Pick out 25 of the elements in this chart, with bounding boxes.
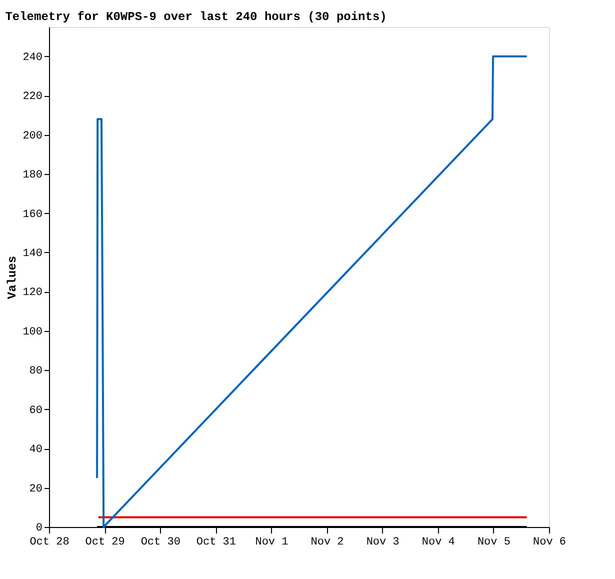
x-tick-label: Nov 5	[477, 536, 510, 548]
y-tick-label: 140	[22, 248, 42, 260]
x-tick-label: Oct 31	[196, 536, 236, 548]
y-tick-label: 220	[22, 91, 42, 104]
x-tick-label: Oct 30	[140, 536, 180, 548]
y-tick-label: 0	[36, 522, 42, 534]
x-tick-label: Nov 1	[255, 536, 289, 548]
y-tick-label: 200	[22, 130, 42, 142]
x-tick-label: Nov 3	[366, 536, 400, 548]
y-axis-title: Values	[6, 256, 20, 300]
y-tick-label: 160	[22, 208, 42, 221]
x-tick-label: Nov 2	[310, 536, 344, 548]
x-tick-label: Nov 6	[532, 536, 566, 548]
x-tick-label: Oct 28	[30, 536, 70, 548]
y-tick-label: 100	[22, 326, 42, 338]
y-tick-label: 180	[22, 170, 42, 182]
y-tick-label: 240	[22, 52, 42, 64]
y-tick-label: 60	[29, 404, 42, 417]
x-tick-label: Oct 29	[85, 536, 125, 548]
chart-title: Telemetry for K0WPS-9 over last 240 hours (30 points)	[5, 10, 387, 24]
x-tick-label: Nov 4	[422, 536, 456, 548]
y-tick-label: 80	[29, 366, 42, 378]
y-tick-label: 40	[29, 444, 42, 456]
y-tick-label: 20	[29, 483, 42, 496]
y-tick-label: 120	[22, 287, 42, 300]
